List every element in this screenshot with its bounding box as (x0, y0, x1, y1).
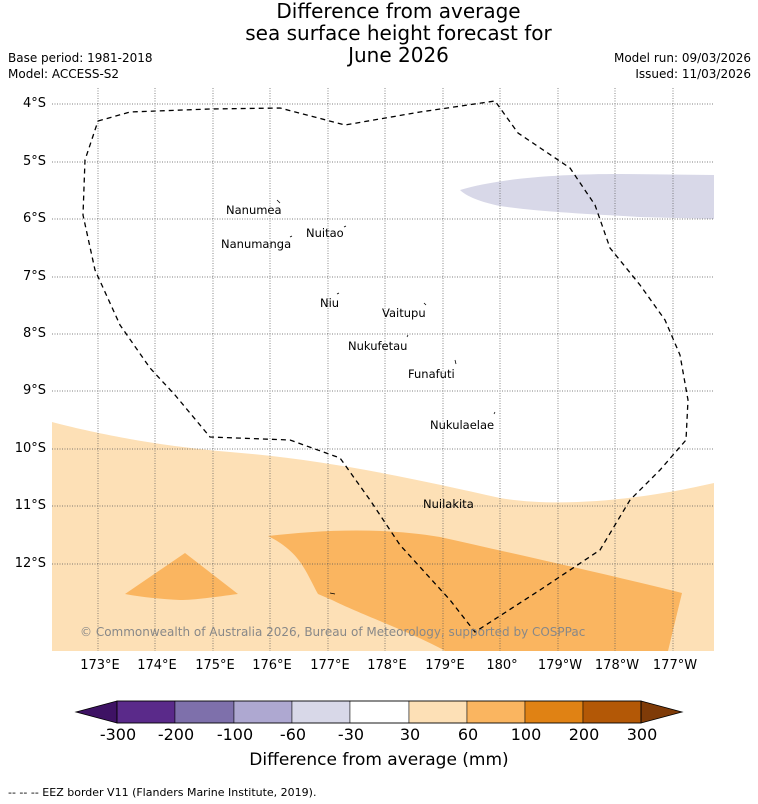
lat-label-4s: 4°S (22, 96, 46, 111)
title-line-1: Difference from average (276, 0, 521, 23)
lon-label-176e: 176°E (252, 658, 292, 673)
lat-label-9s: 9°S (22, 383, 46, 398)
title-line-2: sea surface height forecast for (245, 21, 552, 45)
place-label-funafuti: Funafuti (408, 367, 455, 381)
colorbar-cell-5 (349, 700, 410, 724)
eez-border (82, 100, 689, 633)
run-info: Model run: 09/03/2026 Issued: 11/03/2026 (614, 50, 751, 82)
lon-label-177w: 177°W (652, 658, 698, 673)
lon-label-175e: 175°E (195, 658, 235, 673)
lat-label-11s: 11°S (14, 498, 46, 513)
lat-label-12s: 12°S (14, 556, 46, 571)
copyright-notice: © Commonwealth of Australia 2026, Bureau… (80, 625, 586, 639)
lat-label-8s: 8°S (22, 326, 46, 341)
colorbar-cell-1 (116, 700, 176, 724)
colorbar-max-extend (640, 700, 684, 724)
lat-label-10s: 10°S (14, 441, 46, 456)
lon-label-173e: 173°E (80, 658, 120, 673)
eez-legend: -- -- -- EEZ border V11 (Flanders Marine… (8, 786, 317, 799)
lon-label-177e: 177°E (310, 658, 350, 673)
title-line-3: June 2026 (348, 43, 449, 67)
lon-label-179e: 179°E (425, 658, 465, 673)
model-info: Base period: 1981-2018 Model: ACCESS-S2 (8, 50, 153, 82)
colorbar-title: Difference from average (mm) (249, 750, 509, 770)
model-run: Model run: 09/03/2026 (613, 51, 751, 65)
island-markers (276, 199, 496, 595)
colorbar-tick: -100 (216, 725, 254, 744)
lon-label-178e: 178°E (367, 658, 407, 673)
place-label-nuilakita: Nuilakita (423, 497, 474, 511)
colorbar-tick: -200 (157, 725, 195, 744)
colorbar-cell-6 (408, 700, 468, 724)
place-label-vaitupu: Vaitupu (382, 306, 426, 320)
anomaly-60-100-region-west (125, 553, 238, 600)
place-label-nanumea: Nanumea (226, 203, 282, 217)
lat-label-7s: 7°S (22, 269, 46, 284)
colorbar-cell-3 (233, 700, 293, 724)
place-label-nuitao: Nuitao (306, 226, 344, 240)
colorbar-tick: 200 (568, 725, 600, 744)
place-label-nukufetau: Nukufetau (348, 339, 408, 353)
colorbar-cell-7 (466, 700, 526, 724)
colorbar-cell-9 (582, 700, 642, 724)
colorbar-tick: 60 (457, 725, 479, 744)
anomaly-neg30-neg60-region (460, 174, 714, 219)
place-label-nukulaelae: Nukulaelae (430, 418, 495, 432)
colorbar-cell-8 (524, 700, 584, 724)
colorbar-tick: 30 (399, 725, 421, 744)
colorbar-cell-2 (174, 700, 235, 724)
colorbar-tick: -60 (279, 725, 307, 744)
lat-label-5s: 5°S (22, 154, 46, 169)
place-label-niu: Niu (320, 296, 340, 310)
model-name: Model: ACCESS-S2 (8, 67, 120, 81)
colorbar-cell-4 (291, 700, 351, 724)
colorbar-tick: -30 (337, 725, 365, 744)
base-period: Base period: 1981-2018 (8, 51, 153, 65)
colorbar-min-extend (74, 700, 118, 724)
lon-label-180: 180° (486, 658, 518, 673)
graticule (52, 88, 714, 651)
lon-label-179w: 179°W (537, 658, 583, 673)
colorbar-tick: 100 (510, 725, 542, 744)
colorbar-tick: -300 (99, 725, 137, 744)
place-label-nanumanga: Nanumanga (221, 237, 292, 251)
lon-label-174e: 174°E (137, 658, 177, 673)
issued-date: Issued: 11/03/2026 (635, 67, 751, 81)
lon-label-178w: 178°W (594, 658, 640, 673)
colorbar (74, 700, 684, 724)
lat-label-6s: 6°S (22, 211, 46, 226)
anomaly-60-100-region-east (268, 530, 682, 651)
map-title: Difference from average sea surface heig… (0, 0, 758, 66)
colorbar-tick: 300 (626, 725, 658, 744)
